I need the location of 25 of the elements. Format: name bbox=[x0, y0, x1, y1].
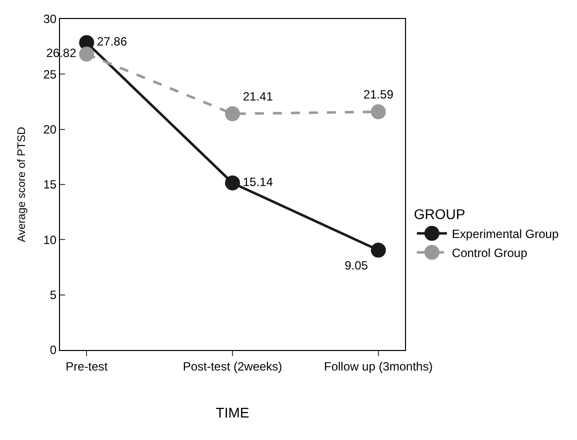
y-tick-label: 0 bbox=[50, 343, 57, 358]
x-tick-label: Pre-test bbox=[66, 359, 108, 374]
point bbox=[225, 106, 240, 122]
legend-title: GROUP bbox=[414, 206, 466, 222]
data-label: 27.86 bbox=[96, 34, 128, 49]
legend-label: Experimental Group bbox=[452, 227, 559, 242]
y-axis-title: Average score of PTSD bbox=[16, 126, 28, 242]
data-label: 21.41 bbox=[242, 89, 274, 104]
data-label: 21.59 bbox=[363, 87, 394, 102]
y-tick-label: 10 bbox=[43, 232, 57, 247]
point bbox=[370, 242, 386, 258]
data-label: 9.05 bbox=[344, 258, 368, 273]
y-tick-label: 15 bbox=[43, 178, 57, 192]
y-tick-label: 20 bbox=[43, 122, 57, 137]
point bbox=[79, 46, 94, 62]
y-tick-label: 30 bbox=[43, 12, 57, 26]
point bbox=[225, 175, 240, 190]
x-tick-label: Post-test (2weeks) bbox=[182, 359, 282, 374]
y-tick-label: 25 bbox=[43, 67, 57, 82]
legend-label: Control Group bbox=[452, 246, 528, 260]
x-tick-label: Follow up (3months) bbox=[324, 359, 433, 374]
point bbox=[370, 104, 386, 120]
x-axis-title: TIME bbox=[216, 404, 250, 421]
data-label: 15.14 bbox=[242, 174, 274, 189]
y-tick-label: 5 bbox=[50, 288, 57, 302]
